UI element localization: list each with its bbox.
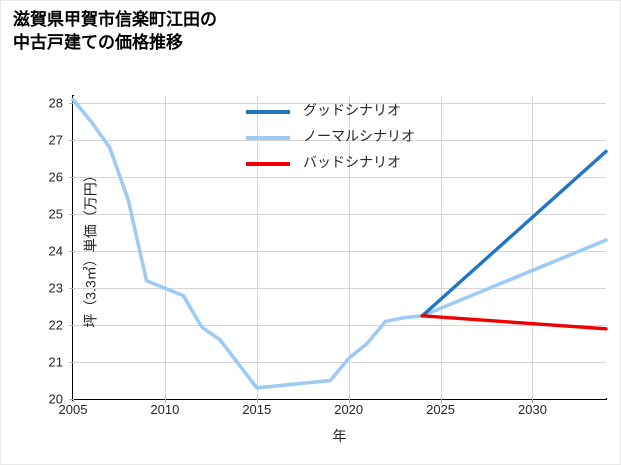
page-title-line-1: 滋賀県甲賀市信楽町江田の: [13, 10, 217, 29]
page-title: 滋賀県甲賀市信楽町江田の 中古戸建ての価格推移: [13, 9, 573, 55]
series-line-good: [420, 149, 608, 318]
gridline-horizontal: [73, 103, 606, 105]
x-tick-label: 2030: [518, 402, 547, 417]
gridline-horizontal: [73, 362, 606, 364]
x-tick-mark: [532, 399, 534, 403]
gridline-horizontal: [73, 177, 606, 179]
gridline-horizontal: [73, 288, 606, 290]
y-tick-mark: [69, 251, 73, 253]
legend-item[interactable]: グッドシナリオ: [246, 99, 506, 125]
x-tick-label: 2020: [334, 402, 364, 417]
gridline-horizontal: [73, 251, 606, 253]
plot-background: [73, 96, 606, 399]
gridline-vertical: [164, 96, 166, 399]
y-tick-mark: [69, 325, 73, 327]
legend-item[interactable]: ノーマルシナリオ: [246, 125, 506, 151]
y-tick-mark: [69, 140, 73, 142]
gridline-horizontal: [73, 140, 606, 142]
gridline-vertical: [348, 96, 350, 399]
x-tick-mark: [73, 399, 74, 403]
x-tick-mark: [440, 399, 442, 403]
x-tick-label: 2005: [58, 402, 88, 417]
chart-legend: グッドシナリオ ノーマルシナリオ バッドシナリオ: [246, 99, 506, 177]
x-tick-mark: [256, 399, 258, 403]
y-tick-label: 22: [48, 317, 63, 333]
y-tick-mark: [69, 177, 73, 179]
y-tick-mark: [69, 362, 73, 364]
legend-label: グッドシナリオ: [303, 102, 401, 118]
plot-area: 20 21 22 23 24 25 26 27 28 2005 2010 2015 2020 2025 2…: [49, 96, 608, 444]
legend-label: ノーマルシナリオ: [303, 128, 415, 144]
gridline-horizontal: [73, 325, 606, 327]
y-tick-label: 24: [48, 243, 63, 259]
x-tick-label: 2015: [242, 402, 272, 417]
x-tick-label: 2025: [426, 402, 456, 417]
y-tick-mark: [69, 288, 73, 290]
y-tick-label: 23: [48, 280, 63, 296]
legend-item[interactable]: バッドシナリオ: [246, 151, 506, 177]
x-tick-mark: [164, 399, 166, 403]
y-tick-label: 25: [48, 206, 63, 222]
legend-color-swatch: [246, 110, 290, 114]
x-axis-label: 年: [332, 428, 347, 444]
gridline-horizontal: [73, 214, 606, 216]
y-tick-label: 20: [48, 391, 63, 407]
x-axis-line: [72, 398, 607, 400]
legend-color-swatch: [246, 136, 290, 140]
legend-label: バッドシナリオ: [303, 154, 401, 170]
gridline-vertical: [532, 96, 534, 399]
page-title-line-2: 中古戸建ての価格推移: [13, 32, 183, 52]
legend-color-swatch: [246, 162, 290, 166]
x-tick-mark: [348, 399, 350, 403]
series-line-bad: [420, 314, 608, 331]
gridline-vertical: [440, 96, 442, 399]
y-tick-label: 27: [48, 132, 63, 148]
y-tick-label: 21: [48, 354, 63, 370]
y-tick-label: 28: [48, 95, 63, 111]
y-tick-mark: [69, 214, 73, 216]
series-line-normal: [71, 97, 608, 390]
data-series-layer: [71, 97, 608, 390]
y-tick-mark: [69, 399, 73, 400]
y-tick-label: 26: [48, 169, 63, 185]
y-axis-label: 坪（3.3㎡）単価（万円）: [82, 167, 99, 328]
x-tick-label: 2010: [150, 402, 180, 417]
gridline-vertical: [256, 96, 258, 399]
y-tick-mark: [69, 103, 73, 105]
